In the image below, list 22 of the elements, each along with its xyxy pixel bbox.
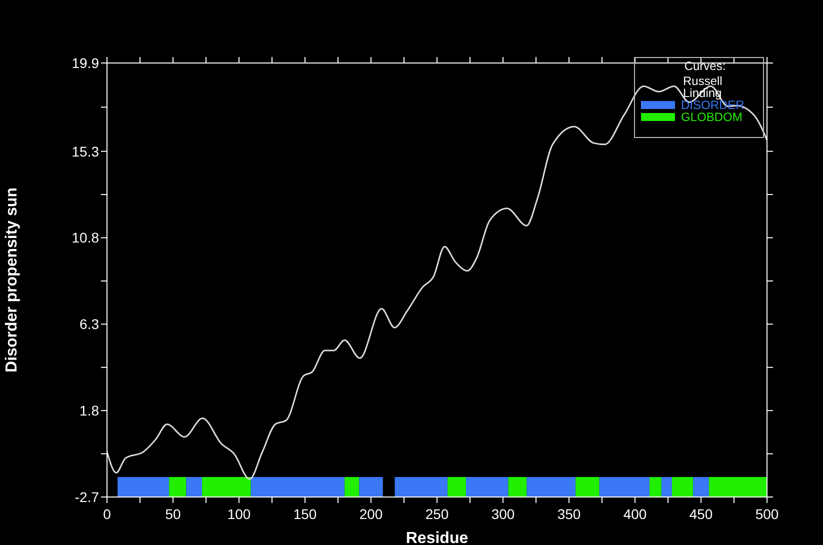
- y-tick-label: 6.3: [80, 316, 100, 332]
- x-tick-label: 450: [689, 506, 713, 522]
- legend-title: Curves:: [683, 59, 727, 73]
- x-tick-label: 300: [491, 506, 515, 522]
- legend-label: GLOBDOM: [681, 110, 742, 124]
- x-tick-label: 150: [293, 506, 317, 522]
- y-axis-title: Disorder propensity sun: [4, 188, 21, 372]
- y-tick-label: 19.9: [72, 54, 100, 71]
- x-tick-label: 50: [165, 506, 181, 522]
- line-series: [107, 85, 767, 480]
- y-tick-label: -2.7: [74, 488, 100, 505]
- x-tick-label: 350: [557, 506, 581, 522]
- x-tick-label: 100: [227, 506, 251, 522]
- y-tick-label: 1.8: [80, 402, 100, 419]
- x-tick-label: 400: [623, 506, 647, 522]
- x-axis-title: Residue: [406, 530, 468, 545]
- x-tick-label: 0: [103, 506, 112, 522]
- y-tick-label: 10.8: [72, 230, 100, 246]
- x-tick-label: 500: [755, 506, 779, 522]
- x-tick-label: 250: [425, 506, 449, 522]
- y-tick-label: 15.3: [72, 143, 100, 160]
- x-tick-label: 200: [359, 506, 383, 522]
